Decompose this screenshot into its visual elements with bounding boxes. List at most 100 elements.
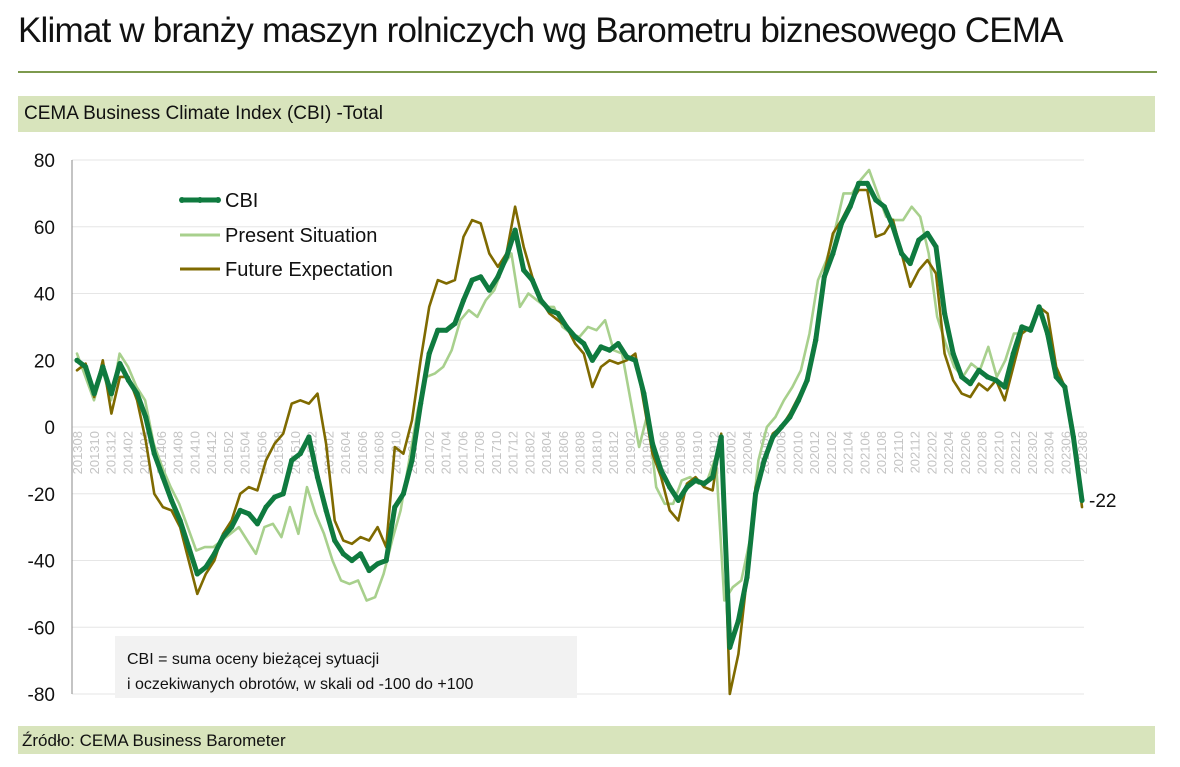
cbi-point [272,494,278,500]
x-tick-label: 202302 [1025,431,1040,474]
cbi-point [117,361,123,367]
cbi-point [168,497,175,503]
x-tick-label: 201804 [539,431,554,474]
x-tick-label: 201310 [87,431,102,474]
cbi-point [838,220,845,226]
x-tick-label: 202304 [1042,431,1057,474]
x-tick-label: 201610 [388,431,403,474]
cbi-point [667,484,673,490]
cbi-point [426,351,432,357]
cbi-point [151,451,157,457]
cbi-point [409,457,415,463]
cbi-point [873,197,879,203]
legend-cbi-label: CBI [225,190,258,212]
y-tick-label: -20 [28,485,55,506]
series-line-cbi [74,180,1085,650]
cbi-point [83,364,89,370]
x-tick-label: 201702 [422,431,437,474]
cbi-point [984,374,991,380]
x-tick-label: 201812 [606,431,621,474]
cbi-point [297,451,303,457]
cbi-point [194,571,200,577]
cbi-point [753,491,759,497]
cbi-point [778,424,785,430]
cbi-point [349,557,355,564]
series-lines [74,168,1085,696]
cbi-point [890,224,896,230]
y-tick-label: 0 [44,418,55,439]
x-tick-label: 201910 [690,431,705,474]
cbi-point [959,374,965,380]
x-tick-label: 202206 [958,431,973,474]
cbi-point [564,324,570,330]
cbi-point [950,351,956,357]
x-tick-label: 201806 [556,431,571,474]
cbi-point [813,337,819,343]
cbi-point [795,397,802,403]
cbi-point [624,354,630,360]
subtitle-band [18,96,1155,132]
note-line-1: CBI = suma oceny bieżącej sytuacji [127,651,379,668]
y-tick-labels: 80 60 40 20 0 -20 -40 -60 -80 [28,151,55,706]
x-tick-label: 201802 [522,431,537,474]
cbi-point [74,357,80,363]
cbi-point [478,274,484,280]
cbi-point [229,524,235,530]
x-tick-label: 201908 [673,431,688,474]
end-value-label: -22 [1089,491,1116,512]
x-tick-label: 202008 [774,431,789,474]
y-tick-label: 80 [34,151,55,172]
y-tick-label: 40 [34,285,55,306]
y-tick-label: -40 [28,552,55,573]
cbi-point [521,267,527,273]
y-tick-label: 60 [34,218,55,239]
cbi-point [1062,384,1068,390]
cbi-point [607,347,613,353]
cbi-point [220,534,226,540]
x-tick-label: 201410 [187,431,202,474]
source-note: Źródło: CEMA Business Barometer [22,731,286,750]
cbi-point [598,344,604,350]
x-tick-label: 201810 [589,431,604,474]
cbi-point [125,377,132,383]
cbi-point [186,544,192,550]
cbi-point [495,274,501,280]
cbi-point [658,467,664,473]
cbi-point [675,497,681,503]
cbi-point [418,401,424,407]
x-tick-label: 202212 [1008,431,1023,474]
cbi-point [916,237,922,243]
cbi-point [924,230,931,236]
x-tick-label: 202108 [874,431,889,474]
note-background [115,636,577,698]
cbi-point [134,391,140,397]
x-tick-label: 202204 [941,431,956,474]
x-tick-label: 201608 [372,431,387,474]
x-tick-label: 201504 [238,431,253,474]
cbi-point [830,250,836,257]
x-tick-label: 202102 [824,431,839,474]
cbi-point [1027,327,1034,333]
cbi-point [392,504,398,510]
cbi-point [684,484,690,490]
cbi-point [804,377,810,383]
cbi-point [1070,434,1076,440]
cbi-point [529,277,535,283]
cbi-point [735,618,742,624]
page-title: Klimat w branży maszyn rolniczych wg Bar… [18,11,1064,50]
cbi-point [160,474,166,480]
cbi-point [306,434,312,440]
note-line-2: i oczekiwanych obrotów, w skali od -100 … [127,676,474,693]
definition-note: CBI = suma oceny bieżącej sytuacji i ocz… [115,636,577,698]
cbi-point [701,481,707,487]
cbi-point [1036,304,1042,310]
cbi-point [933,244,939,250]
legend: CBI Present Situation Future Expectation [179,190,393,281]
cbi-point [744,574,750,580]
series-line-present-situation [75,168,1084,602]
legend-future-label: Future Expectation [225,259,393,281]
x-tick-label: 201704 [439,431,454,474]
title-divider [18,71,1157,73]
cbi-point [572,334,578,340]
x-tick-label: 201506 [254,431,269,474]
